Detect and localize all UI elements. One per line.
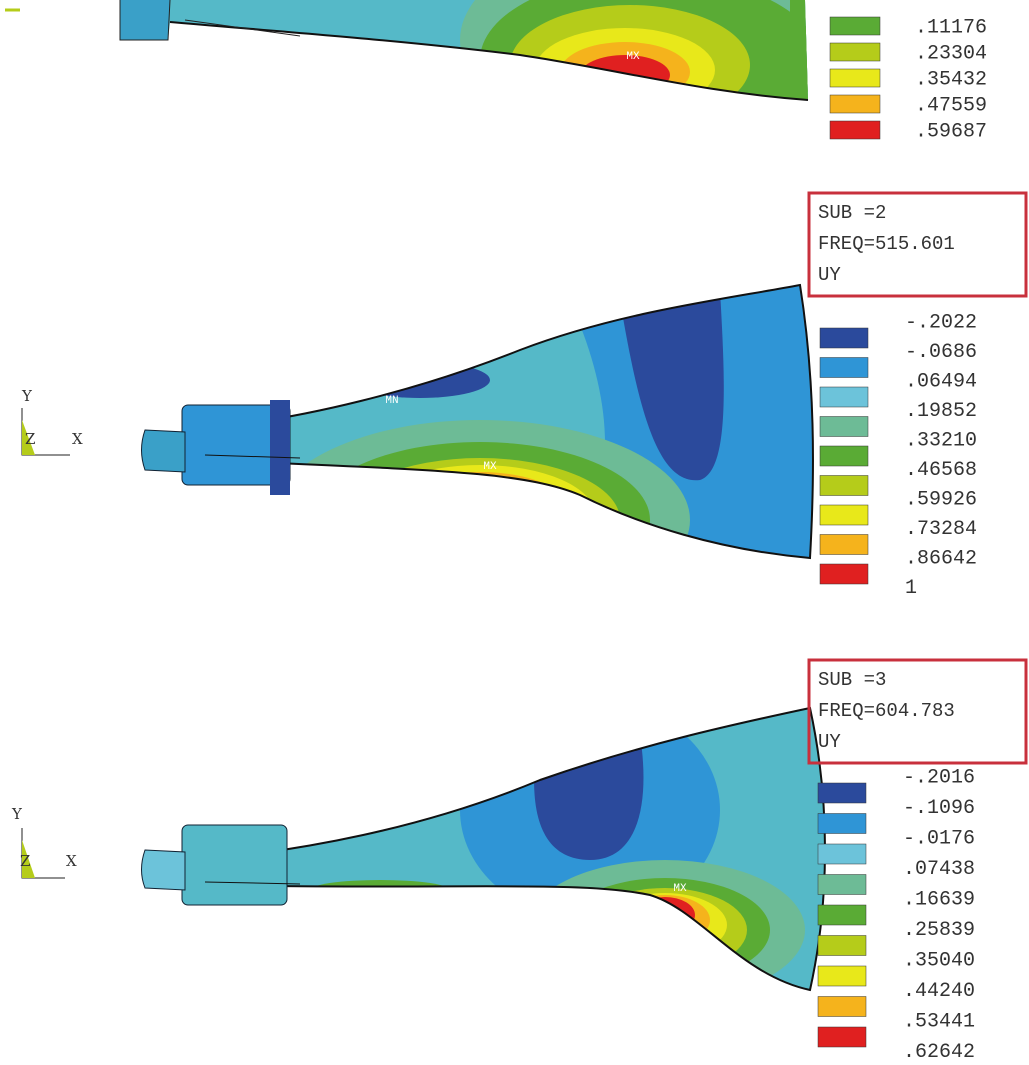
legend-label: .59687 [915,120,987,143]
legend-label: .07438 [903,858,975,881]
legend-swatch [820,476,868,496]
legend-label: .11176 [915,16,987,39]
model-view: MN MX [142,700,841,1000]
axis-triad: Y Z X [21,387,83,455]
max-label: MX [626,51,640,63]
legend-label: .86642 [905,547,977,570]
info-line: UY [818,731,841,753]
legend-swatch [830,69,880,87]
triad-z: Z [25,430,35,448]
legend-swatch [820,535,868,555]
legend-label: .53441 [903,1010,975,1033]
legend-label: .59926 [905,488,977,511]
axis-triad: Y Z X [11,805,77,878]
legend-label: .47559 [915,94,987,117]
legend-swatch [818,875,866,895]
model-view: MX [120,0,900,150]
legend-label: -.0686 [905,341,977,364]
legend-swatch [820,417,868,437]
info-line: SUB =3 [818,669,886,691]
triad-x: X [72,430,83,448]
legend-label: .19852 [905,400,977,423]
legend-swatch [830,43,880,61]
legend-label: .06494 [905,370,977,393]
info-line: UY [818,264,841,286]
legend-swatch [818,966,866,986]
legend-swatch [820,564,868,584]
info-line: FREQ=515.601 [818,233,955,255]
legend-label: .23304 [915,42,987,65]
legend-label: .25839 [903,919,975,942]
legend-swatch [818,1027,866,1047]
legend-label: -.1096 [903,797,975,820]
legend-label: .16639 [903,888,975,911]
legend-label: -.2016 [903,766,975,789]
screenshot: MX MN MX [0,0,1029,1065]
legend-swatch [818,783,866,803]
legend-swatch [820,387,868,407]
max-label: MX [673,883,687,895]
min-label: MN [598,737,611,749]
legend-label: .62642 [903,1041,975,1064]
legend-label: .35040 [903,949,975,972]
legend-swatch [818,936,866,956]
triad-x: X [66,852,77,870]
model-view: MN MX [142,280,821,620]
legend-label: -.2022 [905,311,977,334]
legend-swatch [830,95,880,113]
legend-label: .46568 [905,459,977,482]
legend-swatch [818,905,866,925]
legend-swatch [830,121,880,139]
legend-label: .73284 [905,518,977,541]
legend-swatch [818,814,866,834]
max-label: MX [483,461,497,473]
legend-swatch [820,446,868,466]
triad-z: Z [20,852,30,870]
legend-swatch [820,505,868,525]
triad-y: Y [21,387,33,405]
info-line: FREQ=604.783 [818,700,955,722]
min-label: MN [385,395,398,407]
triad-y: Y [11,805,23,823]
legend-label: .33210 [905,429,977,452]
legend-label: .35432 [915,68,987,91]
legend-swatch [818,997,866,1017]
legend-swatch [820,328,868,348]
legend-swatch [818,844,866,864]
legend-label: 1 [905,577,917,600]
legend-swatch [820,358,868,378]
legend-swatch [830,17,880,35]
info-line: SUB =2 [818,202,886,224]
legend-label: .44240 [903,980,975,1003]
legend-label: -.0176 [903,827,975,850]
